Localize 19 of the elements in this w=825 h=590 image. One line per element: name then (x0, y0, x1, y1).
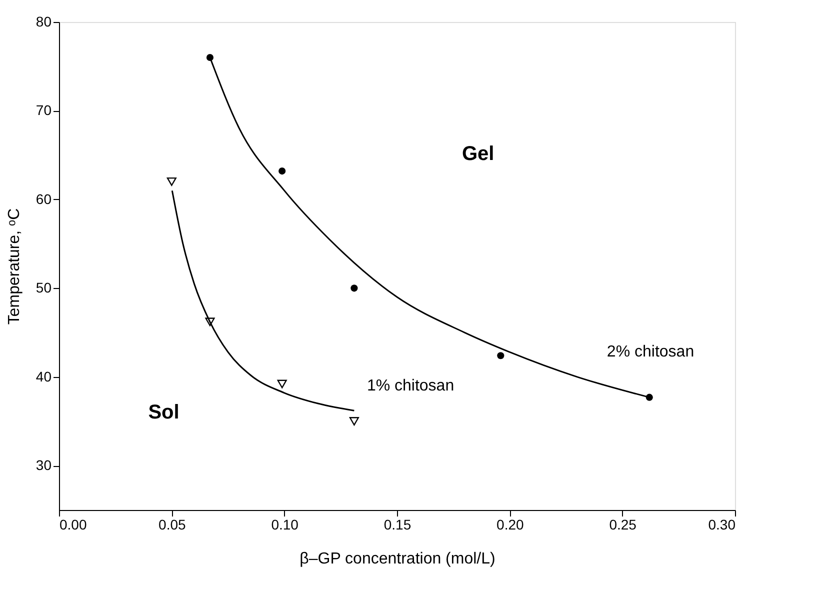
y-tick-label: 50 (36, 280, 52, 296)
x-tick-label: 0.10 (271, 516, 299, 532)
y-axis-title: Temperature, ᵒC (6, 208, 23, 325)
annotation: 2% chitosan (606, 343, 694, 360)
annotation: Sol (148, 401, 180, 424)
y-tick-label: 80 (36, 14, 52, 30)
y-tick-label: 40 (36, 368, 52, 384)
x-tick-label: 0.25 (609, 516, 637, 532)
annotation: Gel (462, 142, 494, 165)
x-tick-label: 0.15 (384, 516, 412, 532)
x-tick-label: 0.00 (60, 516, 87, 532)
annotation: 1% chitosan (366, 378, 454, 395)
x-tick-label: 0.30 (708, 516, 736, 532)
x-axis-title: β–GP concentration (mol/L) (300, 550, 496, 568)
x-tick-label: 0.20 (496, 516, 524, 532)
y-tick-label: 70 (36, 102, 52, 118)
x-tick-label: 0.05 (158, 516, 186, 532)
y-tick-label: 60 (36, 190, 52, 207)
y-tick-label: 30 (36, 457, 52, 474)
